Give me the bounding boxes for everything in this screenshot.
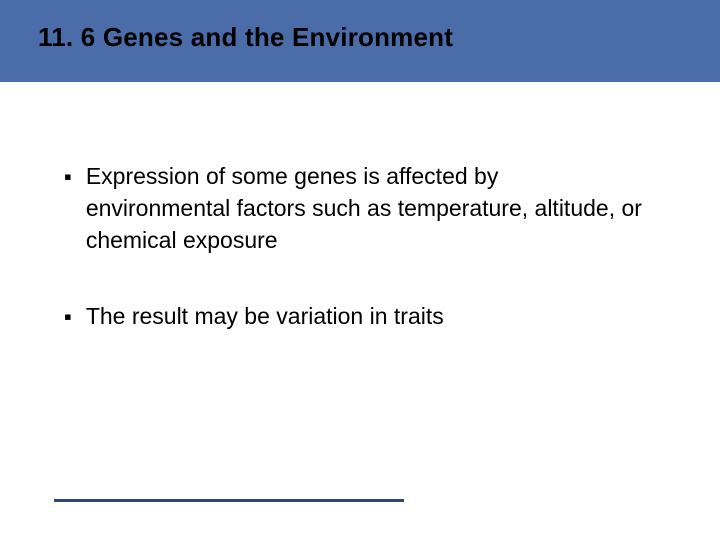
footer-divider	[54, 499, 404, 502]
content-area: ▪ Expression of some genes is affected b…	[0, 82, 720, 332]
bullet-item: ▪ Expression of some genes is affected b…	[64, 160, 660, 256]
bullet-text: The result may be variation in traits	[86, 300, 444, 332]
bullet-marker-icon: ▪	[64, 162, 72, 192]
slide-title: 11. 6 Genes and the Environment	[38, 22, 453, 53]
bullet-item: ▪ The result may be variation in traits	[64, 300, 660, 332]
header-bar: 11. 6 Genes and the Environment	[0, 0, 720, 82]
bullet-marker-icon: ▪	[64, 302, 72, 332]
bullet-text: Expression of some genes is affected by …	[86, 160, 646, 256]
